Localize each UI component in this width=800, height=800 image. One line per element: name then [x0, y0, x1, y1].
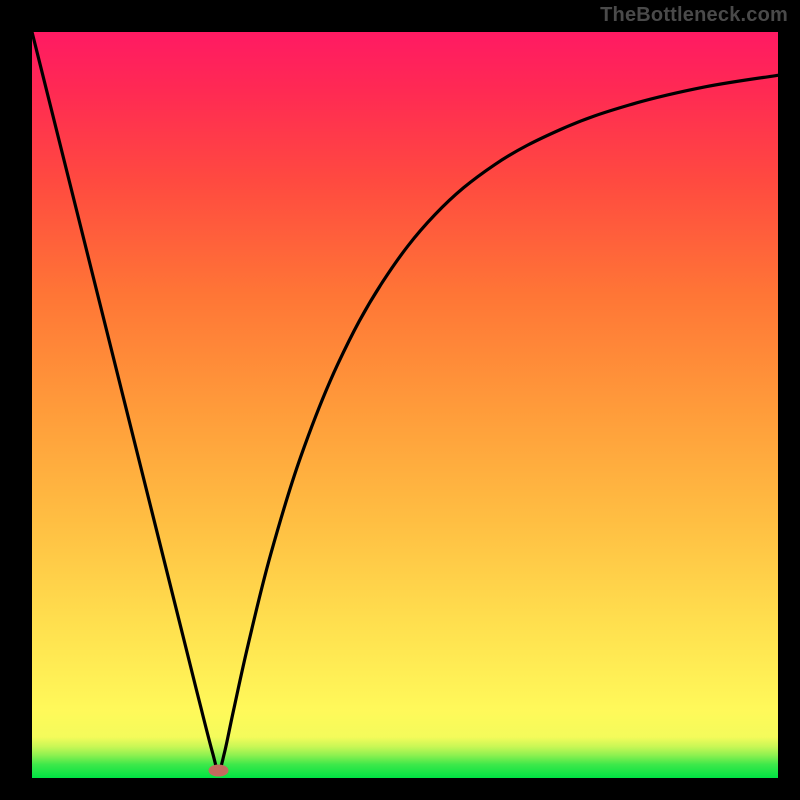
gradient-plot-area	[32, 32, 778, 778]
chart-stage: TheBottleneck.com	[0, 0, 800, 800]
optimal-point-marker	[209, 765, 229, 777]
bottleneck-curve-chart	[0, 0, 800, 800]
watermark-text: TheBottleneck.com	[600, 4, 788, 27]
